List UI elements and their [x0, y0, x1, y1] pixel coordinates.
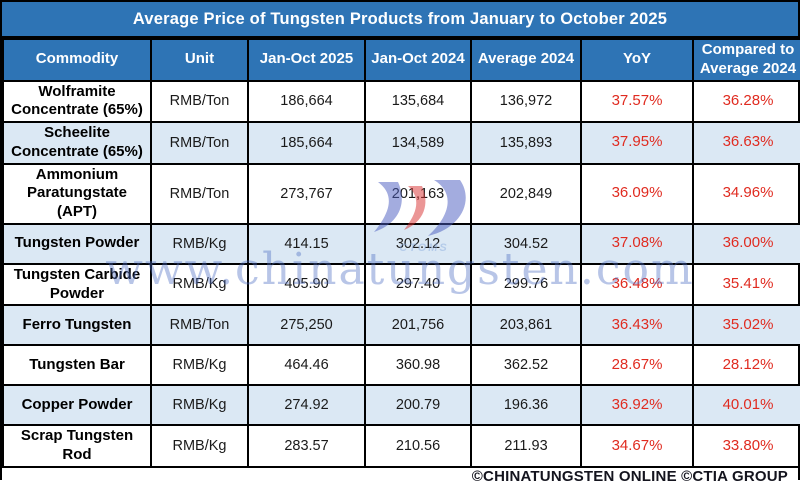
- cell-2025-price: 186,664: [247, 79, 366, 123]
- col-header-unit: Unit: [150, 38, 249, 82]
- cell-yoy: 36.43%: [580, 304, 694, 347]
- table-row: Tungsten Powder RMB/Kg 414.15 302.12 304…: [2, 222, 800, 265]
- cell-yoy: 28.67%: [580, 344, 694, 387]
- cell-2025-price: 275,250: [247, 304, 366, 347]
- cell-unit: RMB/Ton: [150, 79, 249, 123]
- cell-yoy: 37.95%: [580, 121, 694, 165]
- col-header-jan-oct-2024: Jan-Oct 2024: [364, 38, 472, 82]
- cell-compared-avg: 40.01%: [692, 384, 800, 427]
- cell-compared-avg: 33.80%: [692, 424, 800, 468]
- cell-2025-price: 273,767: [247, 162, 366, 225]
- cell-compared-avg: 36.28%: [692, 79, 800, 123]
- cell-compared-avg: 35.41%: [692, 262, 800, 307]
- cell-yoy: 37.08%: [580, 222, 694, 265]
- cell-commodity: Scrap Tungsten Rod: [2, 424, 152, 468]
- cell-unit: RMB/Kg: [150, 384, 249, 427]
- cell-compared-avg: 36.00%: [692, 222, 800, 265]
- page-title: Average Price of Tungsten Products from …: [2, 2, 798, 38]
- cell-commodity: Scheelite Concentrate (65%): [2, 121, 152, 165]
- cell-2025-price: 405.90: [247, 262, 366, 307]
- cell-compared-avg: 36.63%: [692, 121, 800, 165]
- cell-unit: RMB/Ton: [150, 162, 249, 225]
- cell-commodity: Tungsten Powder: [2, 222, 152, 265]
- cell-avg-2024: 299.76: [470, 262, 582, 307]
- cell-avg-2024: 203,861: [470, 304, 582, 347]
- cell-2025-price: 185,664: [247, 121, 366, 165]
- cell-unit: RMB/Ton: [150, 304, 249, 347]
- col-header-compared-to-average: Compared to Average 2024: [692, 38, 800, 82]
- copyright-text: ©CHINATUNGSTEN ONLINE ©CTIA GROUP: [2, 467, 798, 485]
- cell-commodity: Ferro Tungsten: [2, 304, 152, 347]
- cell-2024-price: 360.98: [364, 344, 472, 387]
- col-header-jan-oct-2025: Jan-Oct 2025: [247, 38, 366, 82]
- cell-yoy: 36.92%: [580, 384, 694, 427]
- cell-avg-2024: 362.52: [470, 344, 582, 387]
- cell-unit: RMB/Kg: [150, 222, 249, 265]
- table-row: Scheelite Concentrate (65%) RMB/Ton 185,…: [2, 121, 800, 165]
- table-row: Copper Powder RMB/Kg 274.92 200.79 196.3…: [2, 384, 800, 427]
- col-header-commodity: Commodity: [2, 38, 152, 82]
- cell-2024-price: 302.12: [364, 222, 472, 265]
- cell-2025-price: 464.46: [247, 344, 366, 387]
- table-row: Ammonium Paratungstate (APT) RMB/Ton 273…: [2, 162, 800, 225]
- cell-compared-avg: 28.12%: [692, 344, 800, 387]
- cell-yoy: 36.48%: [580, 262, 694, 307]
- table-row: Scrap Tungsten Rod RMB/Kg 283.57 210.56 …: [2, 424, 800, 468]
- table-row: Wolframite Concentrate (65%) RMB/Ton 186…: [2, 79, 800, 123]
- tungsten-price-table: Commodity Unit Jan-Oct 2025 Jan-Oct 2024…: [2, 38, 800, 468]
- cell-compared-avg: 34.96%: [692, 162, 800, 225]
- cell-yoy: 37.57%: [580, 79, 694, 123]
- cell-2025-price: 414.15: [247, 222, 366, 265]
- table-row: Ferro Tungsten RMB/Ton 275,250 201,756 2…: [2, 304, 800, 347]
- cell-avg-2024: 196.36: [470, 384, 582, 427]
- table-row: Tungsten Bar RMB/Kg 464.46 360.98 362.52…: [2, 344, 800, 387]
- cell-unit: RMB/Kg: [150, 344, 249, 387]
- cell-yoy: 34.67%: [580, 424, 694, 468]
- cell-avg-2024: 136,972: [470, 79, 582, 123]
- col-header-average-2024: Average 2024: [470, 38, 582, 82]
- cell-commodity: Tungsten Bar: [2, 344, 152, 387]
- cell-avg-2024: 135,893: [470, 121, 582, 165]
- cell-2024-price: 200.79: [364, 384, 472, 427]
- cell-compared-avg: 35.02%: [692, 304, 800, 347]
- cell-2024-price: 201,163: [364, 162, 472, 225]
- cell-avg-2024: 211.93: [470, 424, 582, 468]
- cell-unit: RMB/Kg: [150, 424, 249, 468]
- cell-2024-price: 297.40: [364, 262, 472, 307]
- cell-yoy: 36.09%: [580, 162, 694, 225]
- cell-2024-price: 134,589: [364, 121, 472, 165]
- cell-2024-price: 135,684: [364, 79, 472, 123]
- cell-2024-price: 201,756: [364, 304, 472, 347]
- cell-2025-price: 274.92: [247, 384, 366, 427]
- cell-avg-2024: 202,849: [470, 162, 582, 225]
- cell-avg-2024: 304.52: [470, 222, 582, 265]
- cell-commodity: Tungsten Carbide Powder: [2, 262, 152, 307]
- cell-commodity: Copper Powder: [2, 384, 152, 427]
- cell-2024-price: 210.56: [364, 424, 472, 468]
- header-row: Commodity Unit Jan-Oct 2025 Jan-Oct 2024…: [2, 38, 800, 82]
- col-header-yoy: YoY: [580, 38, 694, 82]
- cell-unit: RMB/Ton: [150, 121, 249, 165]
- table-row: Tungsten Carbide Powder RMB/Kg 405.90 29…: [2, 262, 800, 307]
- cell-unit: RMB/Kg: [150, 262, 249, 307]
- cell-commodity: Wolframite Concentrate (65%): [2, 79, 152, 123]
- cell-commodity: Ammonium Paratungstate (APT): [2, 162, 152, 225]
- cell-2025-price: 283.57: [247, 424, 366, 468]
